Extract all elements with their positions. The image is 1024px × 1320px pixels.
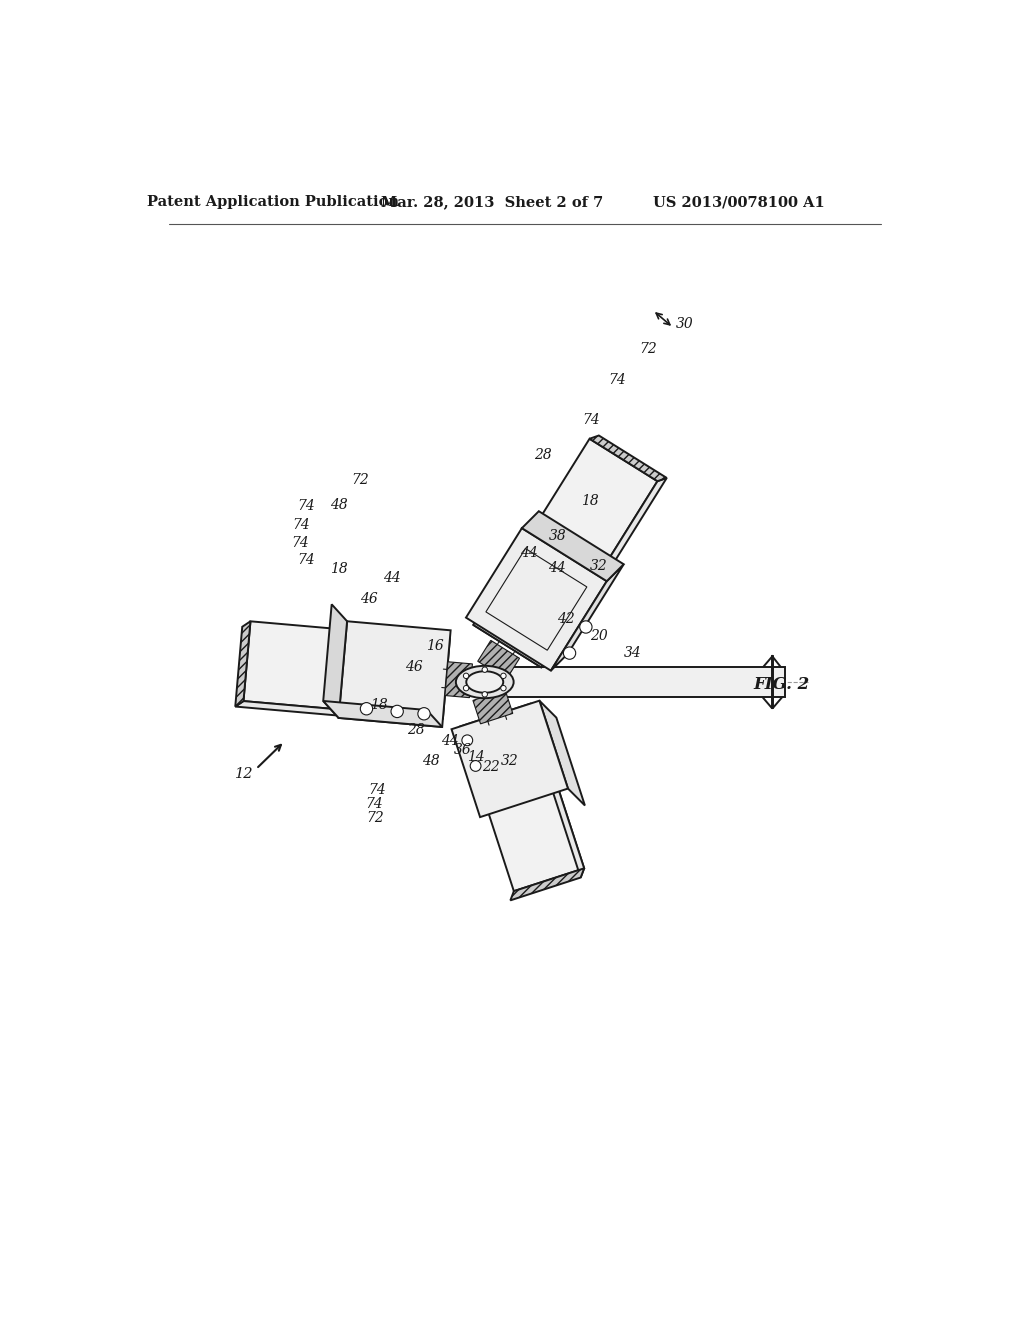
Polygon shape [324, 605, 347, 718]
Polygon shape [500, 667, 785, 697]
Ellipse shape [466, 671, 503, 693]
Text: 32: 32 [502, 754, 519, 767]
Polygon shape [466, 528, 607, 671]
Text: 74: 74 [608, 374, 626, 387]
Text: 74: 74 [365, 797, 383, 810]
Text: 44: 44 [520, 546, 539, 561]
Circle shape [464, 673, 469, 678]
Text: 72: 72 [367, 810, 384, 825]
Circle shape [464, 685, 469, 690]
Text: 44: 44 [548, 561, 566, 576]
Text: FIG. 2: FIG. 2 [753, 676, 809, 693]
Polygon shape [324, 701, 442, 727]
Polygon shape [473, 438, 657, 668]
Text: 74: 74 [291, 536, 309, 549]
Circle shape [580, 620, 592, 634]
Text: 18: 18 [330, 562, 347, 576]
Text: 18: 18 [371, 698, 388, 711]
Text: 32: 32 [590, 560, 607, 573]
Text: 16: 16 [426, 639, 443, 653]
Text: 38: 38 [549, 529, 567, 543]
Circle shape [470, 760, 481, 771]
Polygon shape [236, 622, 251, 706]
Polygon shape [445, 661, 472, 698]
Text: 74: 74 [297, 553, 315, 568]
Text: 42: 42 [557, 612, 574, 626]
Polygon shape [339, 622, 451, 727]
Polygon shape [244, 622, 450, 718]
Circle shape [391, 705, 403, 718]
Polygon shape [540, 701, 585, 805]
Text: 48: 48 [330, 498, 347, 512]
Text: 12: 12 [236, 767, 254, 781]
Polygon shape [590, 436, 667, 482]
Circle shape [482, 667, 487, 672]
Text: 72: 72 [351, 474, 369, 487]
Polygon shape [522, 511, 624, 581]
Text: 46: 46 [406, 660, 423, 673]
Text: 74: 74 [368, 783, 386, 797]
Polygon shape [473, 690, 513, 723]
Circle shape [501, 685, 506, 690]
Text: 18: 18 [581, 494, 598, 508]
Text: 22: 22 [482, 760, 500, 774]
Circle shape [418, 708, 430, 719]
Circle shape [360, 702, 373, 715]
Text: Patent Application Publication: Patent Application Publication [147, 195, 399, 210]
Text: 48: 48 [422, 754, 439, 767]
Polygon shape [541, 478, 667, 668]
Text: 74: 74 [293, 517, 310, 532]
Polygon shape [461, 704, 584, 891]
Text: 20: 20 [590, 628, 607, 643]
Polygon shape [452, 701, 568, 817]
Polygon shape [510, 869, 584, 900]
Polygon shape [527, 704, 584, 878]
Text: 72: 72 [639, 342, 656, 356]
Text: 74: 74 [297, 499, 315, 513]
Polygon shape [236, 701, 443, 723]
Circle shape [501, 673, 506, 678]
Text: 44: 44 [383, 572, 401, 585]
Text: 44: 44 [441, 734, 459, 748]
Text: US 2013/0078100 A1: US 2013/0078100 A1 [653, 195, 824, 210]
Polygon shape [478, 640, 519, 680]
Text: 46: 46 [360, 591, 378, 606]
Text: 14: 14 [467, 751, 484, 764]
Text: Mar. 28, 2013  Sheet 2 of 7: Mar. 28, 2013 Sheet 2 of 7 [381, 195, 603, 210]
Circle shape [462, 735, 473, 746]
Ellipse shape [456, 665, 514, 698]
Text: 28: 28 [407, 723, 424, 737]
Text: 74: 74 [583, 413, 600, 428]
Text: 36: 36 [455, 743, 472, 756]
Text: 30: 30 [676, 317, 694, 331]
Circle shape [482, 692, 487, 697]
Text: 28: 28 [535, 447, 552, 462]
Text: 34: 34 [624, 645, 641, 660]
Circle shape [563, 647, 575, 659]
Polygon shape [473, 622, 551, 668]
Polygon shape [551, 564, 624, 671]
